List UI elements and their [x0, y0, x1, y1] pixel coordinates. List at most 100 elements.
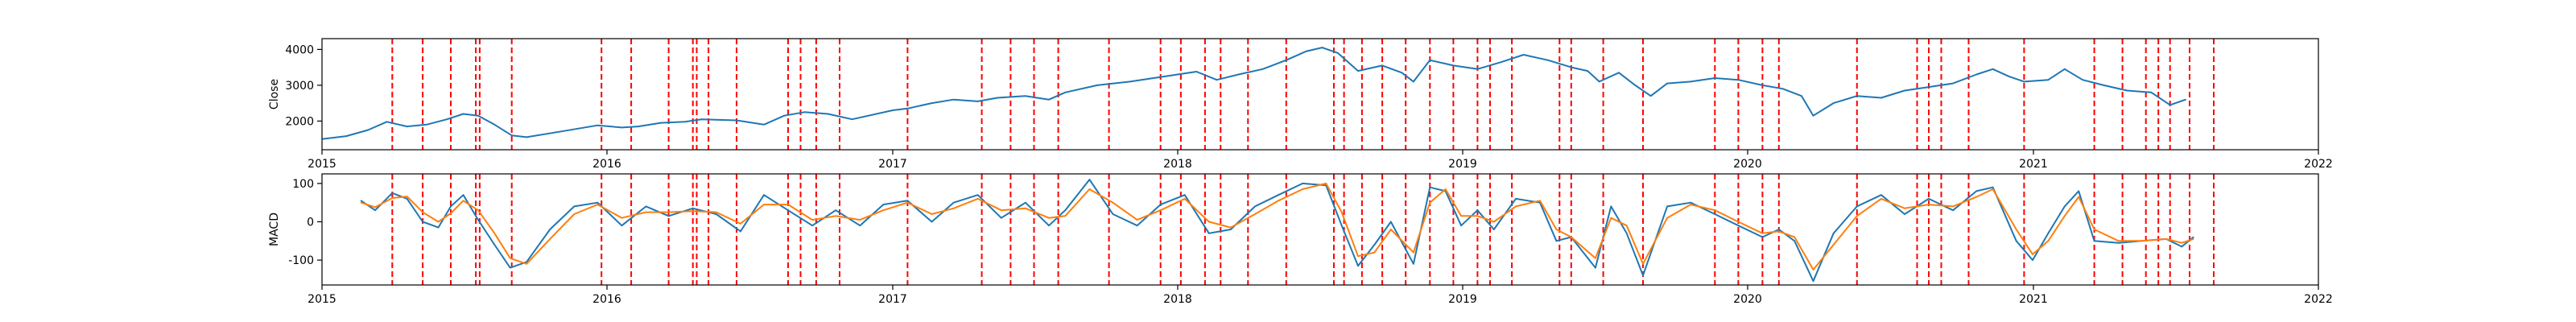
data-point-macd-0-26	[882, 204, 885, 205]
data-point-close-0-35	[1129, 80, 1131, 83]
data-point-close-0-29	[976, 101, 979, 102]
data-point-macd-0-35	[1088, 179, 1091, 180]
data-point-close-0-31	[1025, 95, 1026, 97]
data-point-macd-1-20	[740, 223, 741, 225]
data-point-macd-1-2	[391, 197, 394, 199]
x-tick-label-close-3: 2018	[1163, 158, 1192, 171]
data-point-macd-1-14	[597, 204, 599, 205]
data-point-macd-1-85	[2093, 229, 2095, 230]
data-point-close-0-16	[660, 122, 662, 124]
data-point-macd-1-8	[477, 209, 479, 212]
data-point-macd-1-29	[952, 208, 955, 209]
data-point-macd-1-64	[1666, 217, 1668, 219]
y-axis-label-close: Close	[268, 79, 281, 109]
x-tick-label-close-5: 2020	[1733, 158, 1762, 171]
data-point-close-0-80	[2047, 79, 2050, 80]
data-point-macd-0-48	[1373, 244, 1376, 246]
data-point-macd-1-77	[1952, 205, 1954, 208]
data-point-close-0-30	[997, 97, 998, 99]
data-point-macd-1-74	[1880, 198, 1882, 200]
data-point-macd-1-18	[691, 210, 694, 213]
data-point-close-0-8	[477, 114, 479, 117]
x-tick-label-macd-1: 2016	[592, 293, 621, 306]
data-point-macd-1-46	[1340, 211, 1343, 213]
data-point-macd-0-27	[906, 200, 909, 202]
data-point-macd-0-85	[2093, 240, 2095, 242]
close-price-panel: 2015 2016 2017 2018 2019 2020 2021 2022 2000 3000…	[268, 38, 2333, 171]
data-point-macd-1-38	[1159, 209, 1162, 212]
data-point-macd-1-52	[1444, 188, 1447, 190]
data-point-macd-1-51	[1429, 201, 1431, 204]
data-point-macd-0-1	[374, 209, 376, 212]
data-point-macd-0-23	[811, 225, 813, 227]
data-point-macd-1-33	[1048, 217, 1050, 219]
data-point-close-0-11	[526, 136, 527, 138]
data-point-macd-0-53	[1460, 225, 1462, 227]
data-point-macd-1-34	[1064, 215, 1067, 217]
axes-frame-macd	[321, 173, 2319, 286]
data-point-close-0-85	[2150, 92, 2153, 93]
y-tick-label-close-2: 4000	[285, 43, 314, 56]
data-point-macd-0-16	[645, 205, 647, 208]
data-point-macd-1-73	[1856, 215, 1858, 217]
data-point-macd-0-19	[716, 213, 717, 215]
data-point-macd-1-63	[1642, 263, 1644, 265]
data-point-close-0-12	[559, 130, 560, 133]
data-point-macd-1-45	[1325, 183, 1327, 184]
y-tick-label-macd-2: 100	[292, 178, 314, 191]
data-point-macd-0-15	[621, 225, 623, 227]
data-point-macd-1-28	[931, 213, 933, 215]
data-point-close-0-44	[1321, 47, 1323, 48]
data-point-macd-0-42	[1254, 205, 1256, 208]
data-point-macd-1-66	[1714, 209, 1716, 212]
y-tick-label-close-1: 3000	[285, 80, 314, 93]
data-point-macd-1-1	[374, 206, 376, 208]
data-point-macd-1-88	[2165, 238, 2167, 240]
data-point-close-0-63	[1690, 80, 1691, 83]
data-point-close-0-61	[1649, 95, 1652, 97]
data-point-macd-1-16	[645, 211, 647, 213]
data-point-close-0-21	[783, 114, 785, 117]
data-point-macd-0-11	[526, 261, 527, 263]
data-point-macd-1-49	[1390, 229, 1392, 230]
axes-frame-close	[321, 38, 2319, 151]
x-tick-label-macd-7: 2022	[2304, 293, 2333, 306]
data-point-close-0-3	[386, 121, 388, 123]
data-point-macd-1-6	[450, 213, 452, 214]
data-point-macd-0-34	[1064, 209, 1067, 212]
data-point-macd-1-24	[835, 215, 836, 217]
data-point-macd-0-71	[1812, 280, 1814, 283]
data-point-macd-0-18	[691, 208, 694, 209]
data-point-macd-1-31	[1001, 209, 1002, 212]
data-point-macd-1-59	[1571, 236, 1572, 238]
data-point-close-0-22	[803, 111, 806, 114]
data-point-close-0-18	[700, 118, 703, 120]
data-point-macd-0-32	[1025, 201, 1026, 204]
data-point-macd-1-61	[1610, 217, 1612, 219]
data-point-close-0-41	[1261, 68, 1264, 70]
data-point-macd-1-19	[716, 211, 717, 213]
x-tick-label-close-2: 2017	[878, 158, 907, 171]
x-tick-label-macd-6: 2021	[2019, 293, 2048, 306]
data-point-close-0-75	[1952, 82, 1954, 85]
data-point-macd-0-5	[437, 226, 440, 229]
data-point-macd-1-30	[976, 198, 979, 200]
data-point-close-0-5	[426, 124, 427, 126]
data-point-macd-1-41	[1230, 226, 1232, 229]
data-point-macd-1-60	[1595, 257, 1596, 259]
data-point-close-0-19	[736, 119, 737, 122]
data-point-macd-0-61	[1610, 205, 1612, 208]
data-point-macd-1-62	[1625, 225, 1628, 227]
data-point-close-0-69	[1812, 114, 1814, 117]
data-point-macd-1-87	[2141, 240, 2143, 242]
data-point-close-0-13	[597, 124, 599, 126]
data-point-macd-0-14	[597, 201, 599, 204]
data-point-macd-0-28	[931, 221, 933, 223]
data-point-macd-0-55	[1493, 229, 1495, 230]
data-point-close-0-47	[1381, 64, 1383, 67]
data-point-close-0-48	[1401, 72, 1403, 74]
data-point-macd-1-7	[462, 200, 464, 202]
data-point-macd-1-23	[811, 219, 813, 221]
series-line-macd-0	[360, 179, 2194, 283]
data-point-close-0-60	[1634, 85, 1637, 86]
